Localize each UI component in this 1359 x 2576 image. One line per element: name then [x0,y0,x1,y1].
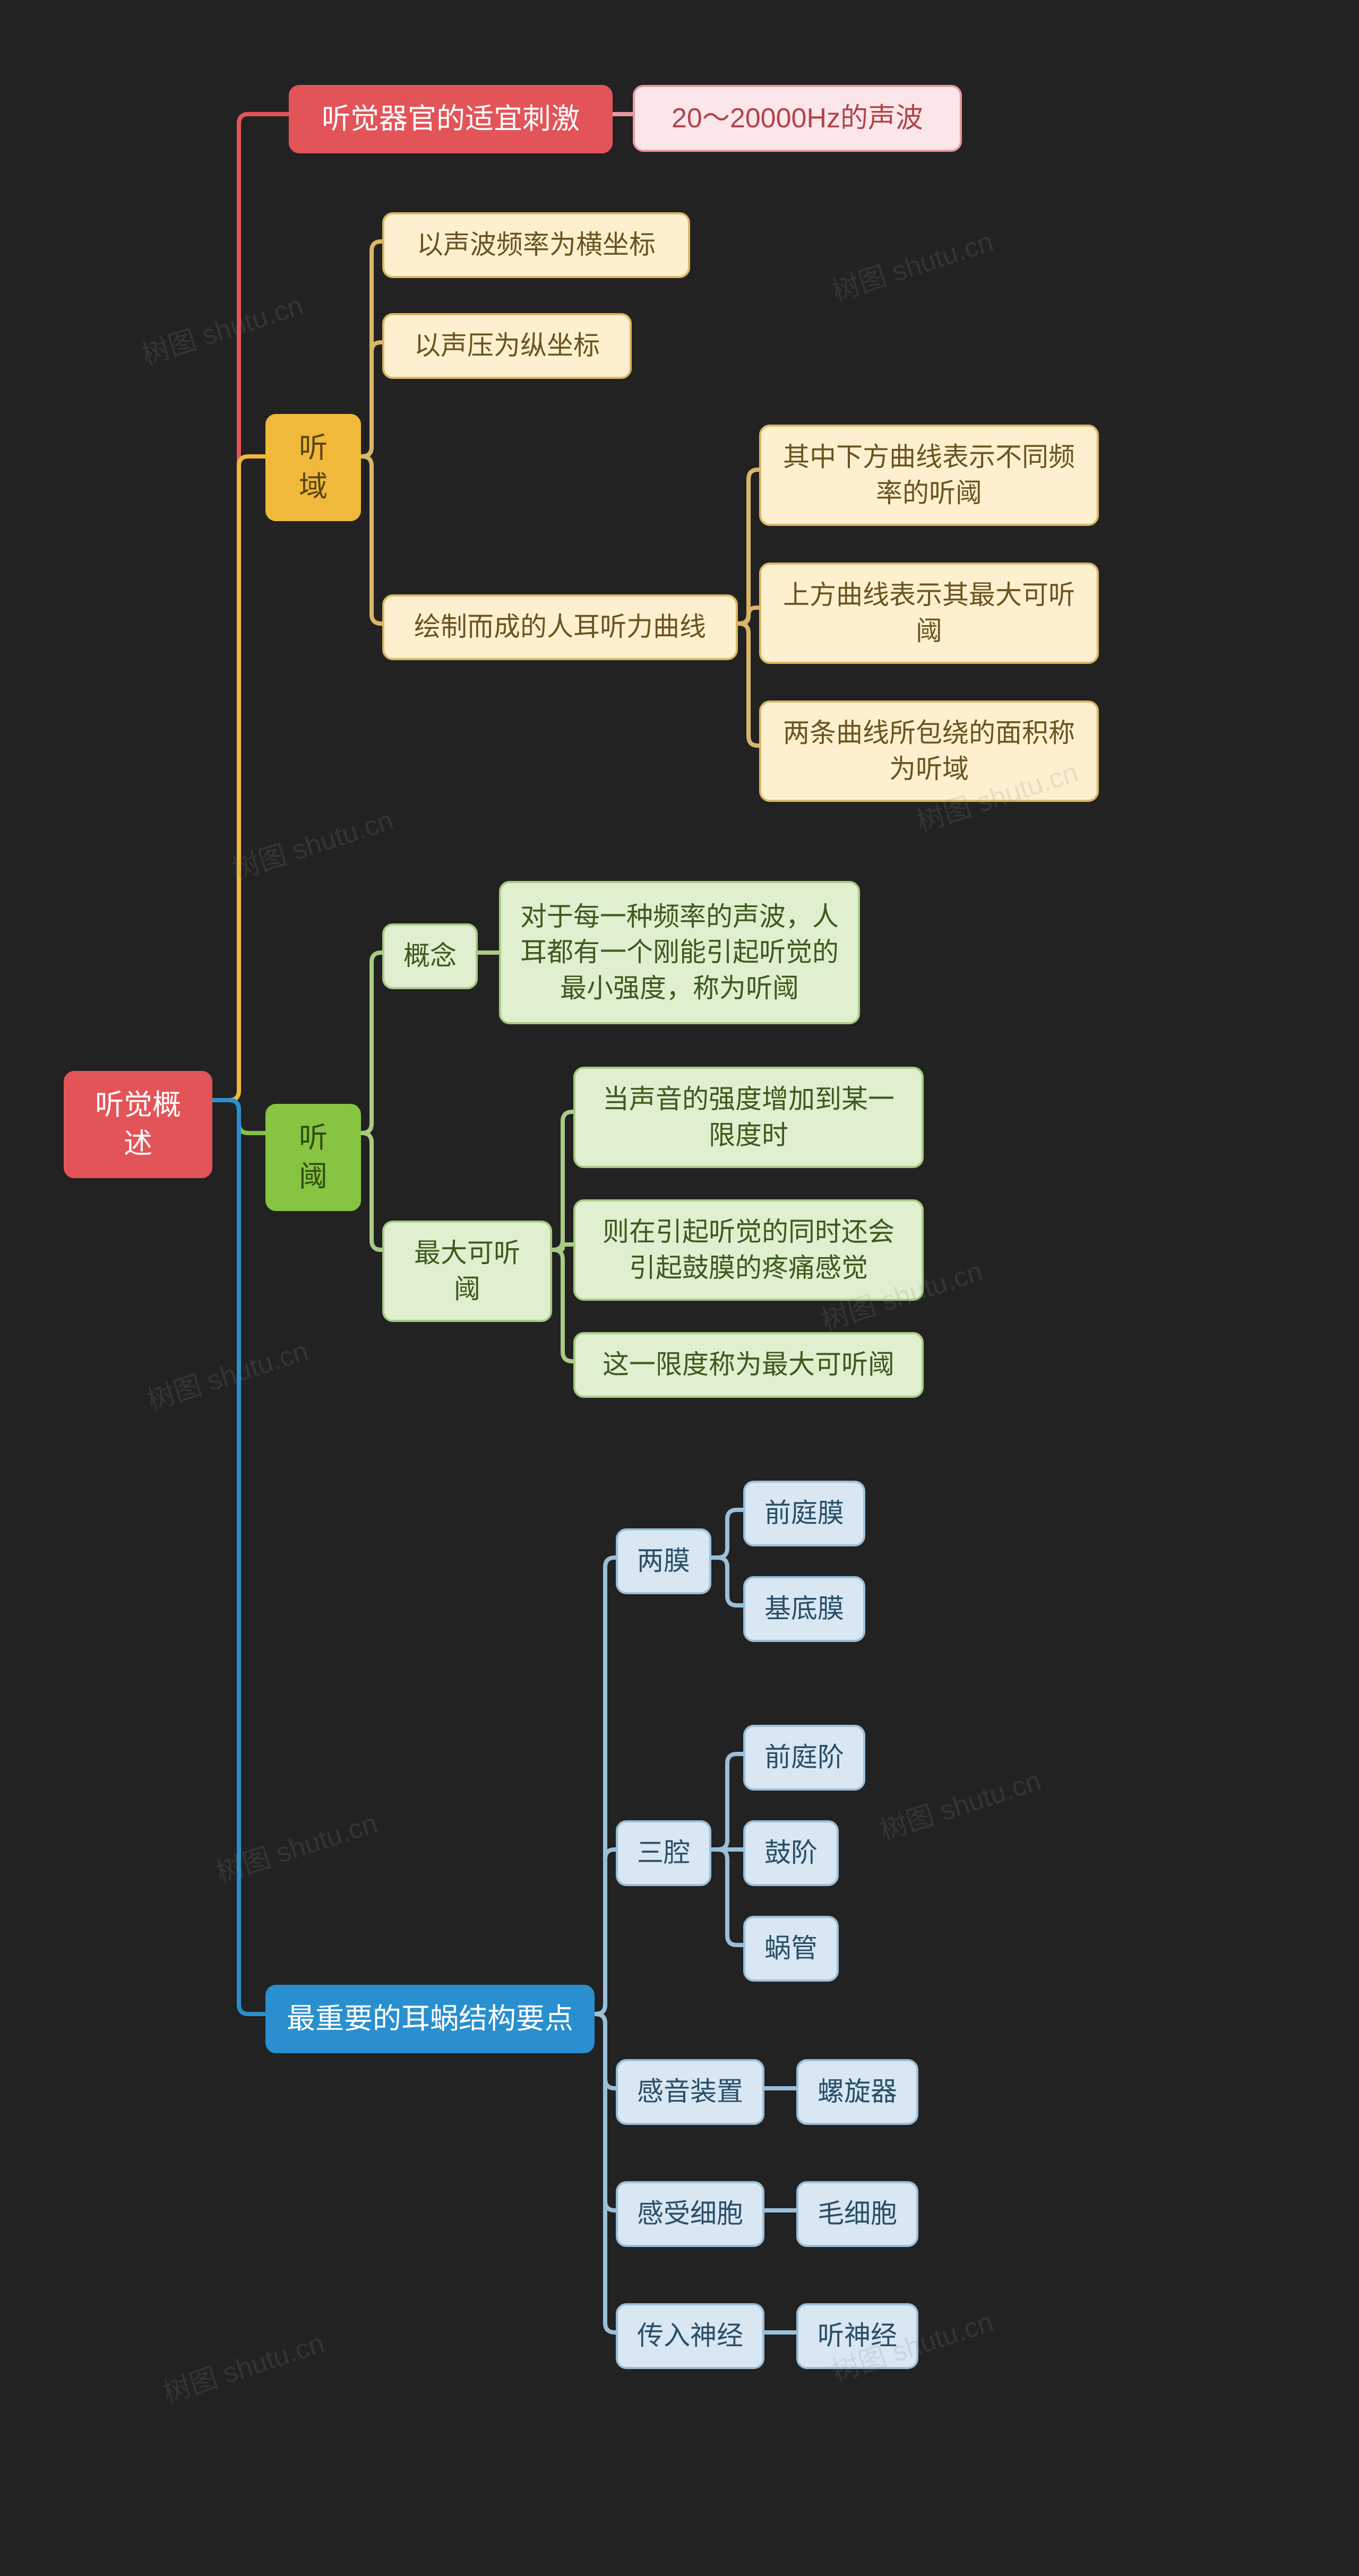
edge-b3-b3_2 [361,1133,382,1250]
node-b4_2_2[interactable]: 鼓阶 [743,1820,839,1886]
watermark: 树图 shutu.cn [874,1758,1045,1848]
node-b4_5[interactable]: 传入神经 [616,2303,764,2369]
node-b3_1[interactable]: 概念 [382,923,478,989]
edge-b2-b2_3 [361,456,382,624]
edge-b4-b4_5 [595,2014,616,2332]
node-b4_1_2[interactable]: 基底膜 [743,1576,865,1642]
node-b3_2_1[interactable]: 当声音的强度增加到某一限度时 [573,1067,924,1168]
edge-b2_3-b2_3_1 [738,470,759,624]
watermark: 树图 shutu.cn [226,798,398,887]
edge-b4-b4_2 [595,1849,616,2014]
edge-b4_1-b4_1_1 [711,1510,743,1558]
edge-b3_2-b3_2_3 [552,1250,573,1361]
watermark: 树图 shutu.cn [136,283,307,373]
edge-b4-b4_1 [595,1558,616,2014]
edge-b4-b4_3 [595,2014,616,2088]
node-b1_1[interactable]: 20～20000Hz的声波 [633,85,962,152]
watermark: 树图 shutu.cn [826,219,997,309]
edge-b2_3-b2_3_3 [738,624,759,746]
edge-b4-b4_4 [595,2014,616,2210]
node-b2_2[interactable]: 以声压为纵坐标 [382,313,632,379]
edge-b2-b2_2 [361,342,382,456]
node-b2_3[interactable]: 绘制而成的人耳听力曲线 [382,594,738,660]
node-b1[interactable]: 听觉器官的适宜刺激 [289,85,613,153]
node-b4_4[interactable]: 感受细胞 [616,2181,764,2247]
node-b3_2_3[interactable]: 这一限度称为最大可听阈 [573,1332,924,1398]
edge-b4_2-b4_2_3 [711,1849,743,1945]
node-b4_2_3[interactable]: 蜗管 [743,1916,839,1982]
edge-root-b3 [212,1100,265,1133]
edge-root-b4 [212,1100,265,2014]
edge-b2-b2_1 [361,241,382,456]
node-b3_2[interactable]: 最大可听阈 [382,1221,552,1322]
edge-b4_1-b4_1_2 [711,1558,743,1605]
node-b4_5_1[interactable]: 听神经 [796,2303,918,2369]
node-b2[interactable]: 听域 [265,414,361,521]
node-b4_1_1[interactable]: 前庭膜 [743,1481,865,1546]
edge-b3_2-b3_2_2 [552,1244,573,1250]
node-b4_2_1[interactable]: 前庭阶 [743,1725,865,1791]
watermark: 树图 shutu.cn [157,2321,329,2410]
node-b2_3_3[interactable]: 两条曲线所包绕的面积称为听域 [759,701,1099,802]
node-b2_1[interactable]: 以声波频率为横坐标 [382,212,690,278]
node-b4_4_1[interactable]: 毛细胞 [796,2181,918,2247]
node-b4_2[interactable]: 三腔 [616,1820,711,1886]
node-b4_3[interactable]: 感音装置 [616,2059,764,2125]
node-b4_1[interactable]: 两膜 [616,1528,711,1594]
node-b2_3_2[interactable]: 上方曲线表示其最大可听阈 [759,563,1099,664]
edge-b4_2-b4_2_1 [711,1754,743,1849]
edge-root-b2 [212,456,265,1100]
node-b3_1_1[interactable]: 对于每一种频率的声波，人耳都有一个刚能引起听觉的最小强度，称为听阈 [499,881,860,1024]
node-b4[interactable]: 最重要的耳蜗结构要点 [265,1985,595,2053]
edge-root-b1 [212,114,289,1100]
edge-b3_2-b3_2_1 [552,1112,573,1250]
node-b3_2_2[interactable]: 则在引起听觉的同时还会引起鼓膜的疼痛感觉 [573,1199,924,1301]
node-b4_3_1[interactable]: 螺旋器 [796,2059,918,2125]
node-root[interactable]: 听觉概述 [64,1071,212,1178]
edge-b3-b3_1 [361,953,382,1133]
edge-b2_3-b2_3_2 [738,608,759,624]
watermark: 树图 shutu.cn [141,1328,313,1418]
watermark: 树图 shutu.cn [210,1801,382,1890]
node-b2_3_1[interactable]: 其中下方曲线表示不同频率的听阈 [759,425,1099,526]
mindmap-canvas: 听觉概述 听觉器官的适宜刺激 20～20000Hz的声波听域 以声波频率为横坐标以声压… [0,0,1359,2576]
node-b3[interactable]: 听阈 [265,1104,361,1211]
